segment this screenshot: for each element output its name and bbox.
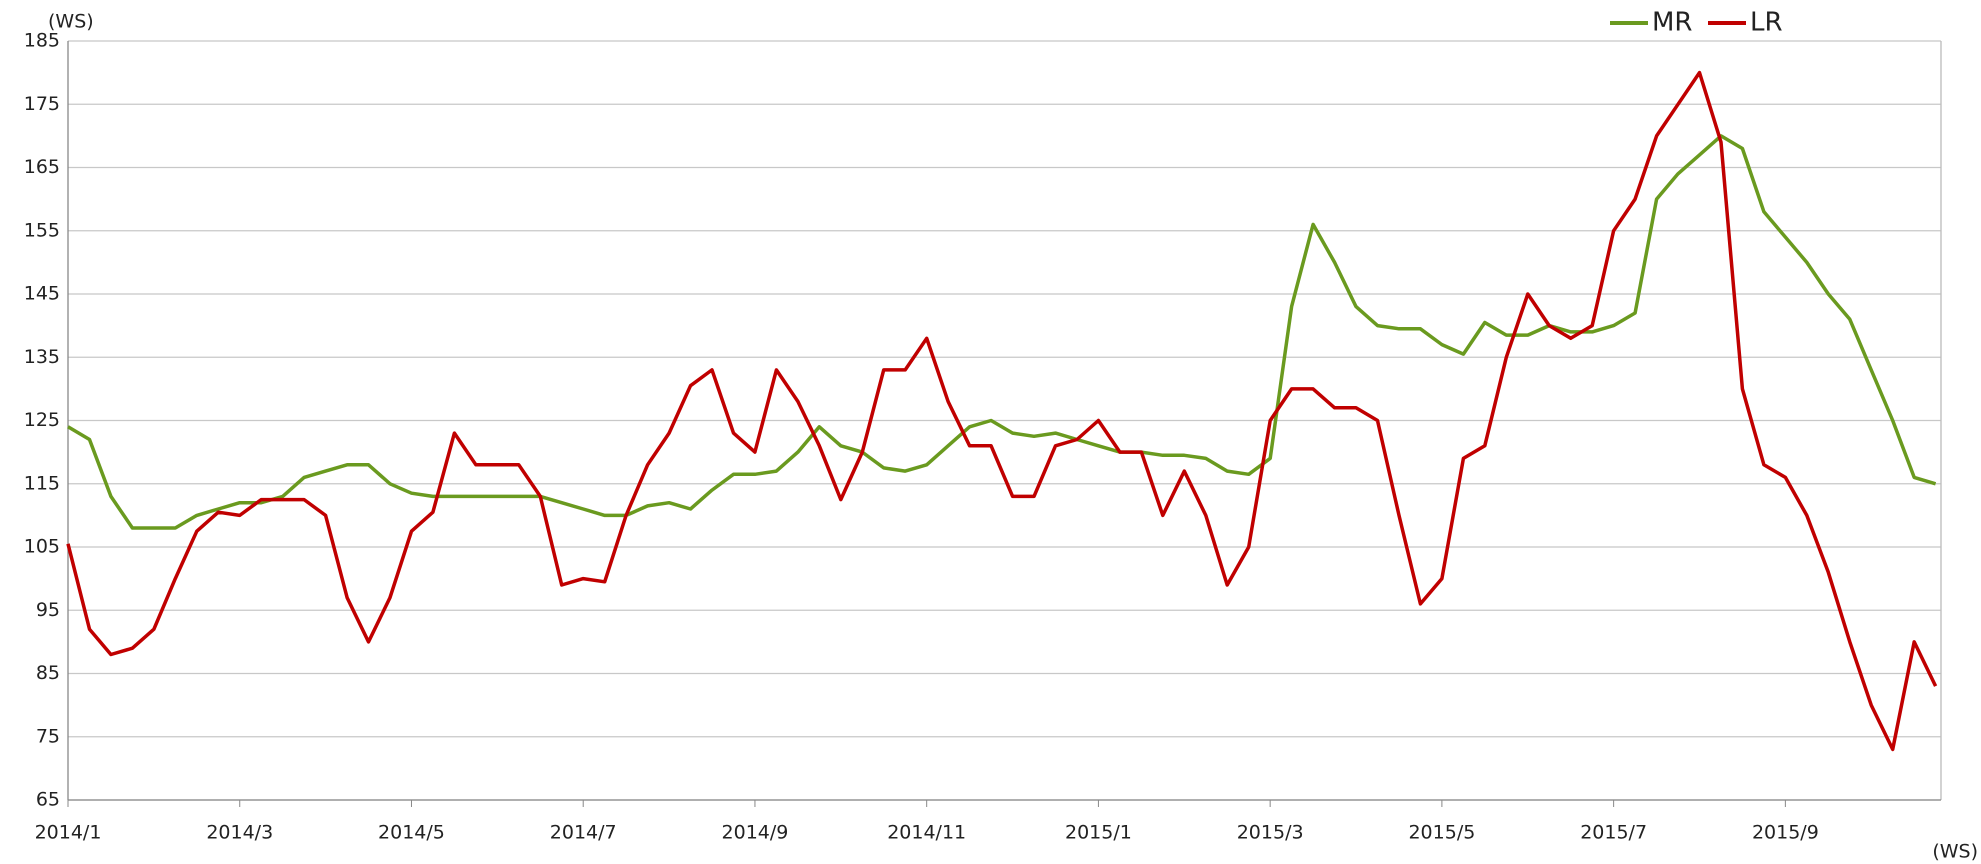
y-tick-label: 165 [24,156,60,178]
legend-label: MR [1652,8,1693,38]
y-tick-label: 105 [24,536,60,558]
y-tick-label: 75 [36,725,60,747]
y-tick-label: 185 [24,30,60,52]
y-tick-label: 135 [24,346,60,368]
y-tick-label: 125 [24,409,60,431]
y-tick-label: 85 [36,662,60,684]
x-unit: (WS) [1932,841,1978,863]
x-tick-label: 2015/1 [1065,822,1132,844]
y-tick-label: 155 [24,219,60,241]
x-tick-label: 2015/9 [1752,822,1819,844]
x-tick-label: 2014/1 [35,822,102,844]
x-tick-label: 2014/11 [887,822,966,844]
legend-label: LR [1750,8,1783,38]
y-tick-label: 115 [24,472,60,494]
x-tick-label: 2015/7 [1580,822,1647,844]
x-tick-label: 2014/3 [206,822,273,844]
x-tick-label: 2014/5 [378,822,445,844]
x-tick-label: 2014/9 [722,822,789,844]
y-tick-label: 145 [24,283,60,305]
y-tick-label: 65 [36,789,60,811]
x-tick-label: 2015/5 [1408,822,1475,844]
y-tick-label: 95 [36,599,60,621]
line-1 [66,70,1938,752]
y-tick-label: 175 [24,93,60,115]
x-tick-label: 2015/3 [1237,822,1304,844]
y-unit: (WS) [48,11,94,33]
x-tick-label: 2014/7 [550,822,617,844]
line-0 [67,134,1937,530]
